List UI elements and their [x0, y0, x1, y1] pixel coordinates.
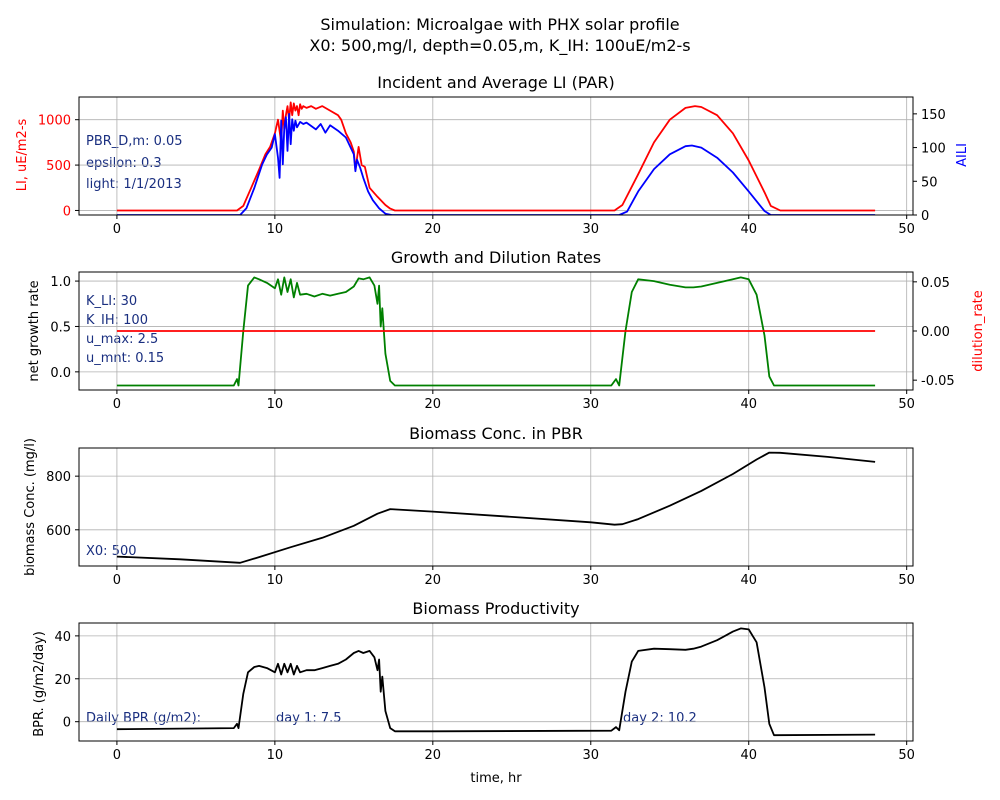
annotation-day1: day 1: 7.5 — [276, 711, 342, 726]
y-tick-label-right: 0.05 — [921, 276, 950, 291]
y-tick-label: 800 — [46, 470, 71, 485]
panel-biomass-conc: Biomass Conc. in PBR biomass Conc. (mg/l… — [23, 424, 583, 576]
x-tick-label: 0 — [113, 748, 121, 763]
x-tick-label: 20 — [425, 397, 442, 412]
y-tick-label: 1.0 — [50, 275, 71, 290]
annotation-daily-bpr: Daily BPR (g/m2): — [86, 711, 201, 726]
y-tick-label: 0.5 — [50, 320, 71, 335]
x-tick-label: 30 — [582, 748, 599, 763]
x-tick-label: 30 — [582, 573, 599, 588]
x-tick-label: 50 — [898, 573, 915, 588]
x-tick-label: 20 — [425, 748, 442, 763]
chart-4: 0 10 20 30 40 50 0 20 40 — [54, 622, 915, 763]
x-tick-label: 20 — [425, 222, 442, 237]
y-tick-label: 600 — [46, 524, 71, 539]
x-tick-label: 40 — [740, 222, 757, 237]
axes-frame — [78, 622, 914, 742]
x-tick-label: 10 — [267, 573, 284, 588]
x-tick-label: 0 — [113, 573, 121, 588]
y-tick-label: 0 — [63, 204, 71, 219]
y-tick-label: 40 — [54, 630, 71, 645]
annotation-epsilon: epsilon: 0.3 — [86, 156, 162, 171]
series-line — [116, 276, 876, 387]
y-tick-label: 0.0 — [50, 366, 71, 381]
x-tick-label: 30 — [582, 397, 599, 412]
y-tick-label-right: -0.05 — [921, 374, 955, 389]
panel-growth-dilution: Growth and Dilution Rates net growth rat… — [27, 248, 986, 382]
panel-incident-li: Incident and Average LI (PAR) LI, uE/m2-… — [15, 73, 970, 192]
panel-biomass-productivity: Biomass Productivity BPR. (g/m2/day) Dai… — [32, 599, 697, 737]
annotation-day2: day 2: 10.2 — [623, 711, 697, 726]
y-tick-label: 500 — [46, 159, 71, 174]
y-axis-label: biomass Conc. (mg/l) — [23, 438, 38, 576]
panel-title: Growth and Dilution Rates — [391, 248, 601, 267]
panel-title: Biomass Conc. in PBR — [409, 424, 583, 443]
x-tick-label: 10 — [267, 748, 284, 763]
y-axis-label-right: dilution_rate — [971, 290, 986, 372]
figure-title-line2: X0: 500,mg/l, depth=0.05,m, K_IH: 100uE/… — [309, 36, 690, 56]
y-tick-label-right: 150 — [921, 108, 946, 123]
annotation-u-max: u_max: 2.5 — [86, 332, 158, 347]
series-line — [116, 451, 876, 564]
axes-frame — [78, 96, 914, 216]
y-tick-label: 0 — [63, 716, 71, 731]
y-tick-label: 20 — [54, 673, 71, 688]
axes-frame — [78, 271, 914, 391]
annotation-u-mnt: u_mnt: 0.15 — [86, 351, 164, 366]
panel-title: Incident and Average LI (PAR) — [377, 73, 614, 92]
series-line — [116, 627, 876, 737]
figure-title-line1: Simulation: Microalgae with PHX solar pr… — [320, 15, 679, 34]
y-axis-label: BPR. (g/m2/day) — [32, 631, 47, 737]
annotation-light: light: 1/1/2013 — [86, 177, 182, 192]
x-tick-label: 30 — [582, 222, 599, 237]
x-tick-label: 40 — [740, 397, 757, 412]
series-line — [116, 113, 876, 215]
y-tick-label-right: 0 — [921, 209, 929, 224]
x-tick-label: 0 — [113, 397, 121, 412]
series-line — [116, 101, 876, 212]
x-tick-label: 0 — [113, 222, 121, 237]
x-tick-label: 20 — [425, 573, 442, 588]
annotation-k-li: K_LI: 30 — [86, 294, 137, 309]
chart-2: 0 10 20 30 40 50 0.0 0.5 1.0 -0.05 0.00 0.05 — [50, 271, 955, 412]
y-axis-label: LI, uE/m2-s — [15, 118, 30, 191]
x-axis-label: time, hr — [470, 771, 522, 786]
x-tick-label: 50 — [898, 222, 915, 237]
y-tick-label-right: 100 — [921, 142, 946, 157]
axes-frame — [78, 447, 914, 567]
x-tick-label: 50 — [898, 397, 915, 412]
x-tick-label: 40 — [740, 748, 757, 763]
y-tick-label-right: 0.00 — [921, 325, 950, 340]
x-tick-label: 40 — [740, 573, 757, 588]
x-tick-label: 10 — [267, 397, 284, 412]
y-axis-label: net growth rate — [27, 280, 42, 381]
chart-3: 0 10 20 30 40 50 600 800 — [46, 447, 915, 588]
y-axis-label-right: AILI — [955, 143, 970, 167]
annotation-pbr-depth: PBR_D,m: 0.05 — [86, 134, 183, 149]
annotation-x0: X0: 500 — [86, 544, 137, 559]
y-tick-label-right: 50 — [921, 175, 938, 190]
x-tick-label: 50 — [898, 748, 915, 763]
y-tick-label: 1000 — [38, 114, 71, 129]
x-tick-label: 10 — [267, 222, 284, 237]
panel-title: Biomass Productivity — [412, 599, 579, 618]
